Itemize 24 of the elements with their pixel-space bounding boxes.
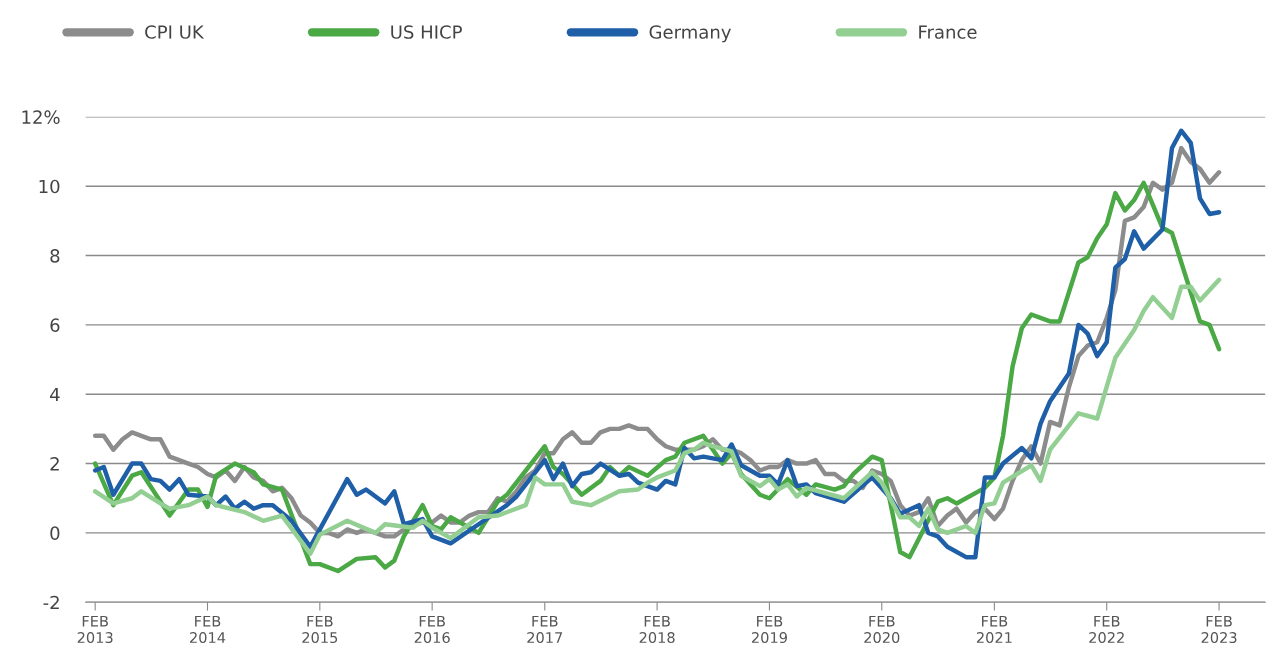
x-tick-label: FEB 2017 — [527, 615, 563, 644]
x-tick-label: FEB 2022 — [1089, 615, 1124, 644]
legend-label: France — [919, 25, 977, 39]
x-tick-label: FEB 2018 — [639, 615, 675, 644]
x-tick-label: FEB 2013 — [77, 615, 113, 644]
y-tick-label: 12% — [22, 110, 60, 124]
x-tick-label: FEB 2019 — [751, 615, 787, 644]
x-tick-label: FEB 2021 — [976, 615, 1012, 644]
legend-label: CPI UK — [145, 25, 205, 39]
legend-label: US HICP — [391, 25, 462, 39]
x-tick-label: FEB 2015 — [302, 615, 338, 644]
y-tick-label: 0 — [50, 526, 60, 541]
y-tick-label: 10 — [39, 179, 60, 194]
line-series — [92, 277, 1222, 556]
y-tick-label: -2 — [43, 595, 59, 610]
x-tick-label: FEB 2016 — [414, 615, 450, 644]
y-tick-label: 6 — [50, 318, 60, 332]
x-tick-label: FEB 2023 — [1201, 615, 1237, 644]
x-tick-label: FEB 2020 — [864, 615, 900, 644]
x-tick-label: FEB 2014 — [190, 615, 226, 644]
y-tick-label: 8 — [50, 249, 60, 263]
y-tick-label: 4 — [50, 387, 60, 402]
y-tick-label: 2 — [50, 457, 59, 471]
legend-label: Germany — [649, 25, 731, 43]
